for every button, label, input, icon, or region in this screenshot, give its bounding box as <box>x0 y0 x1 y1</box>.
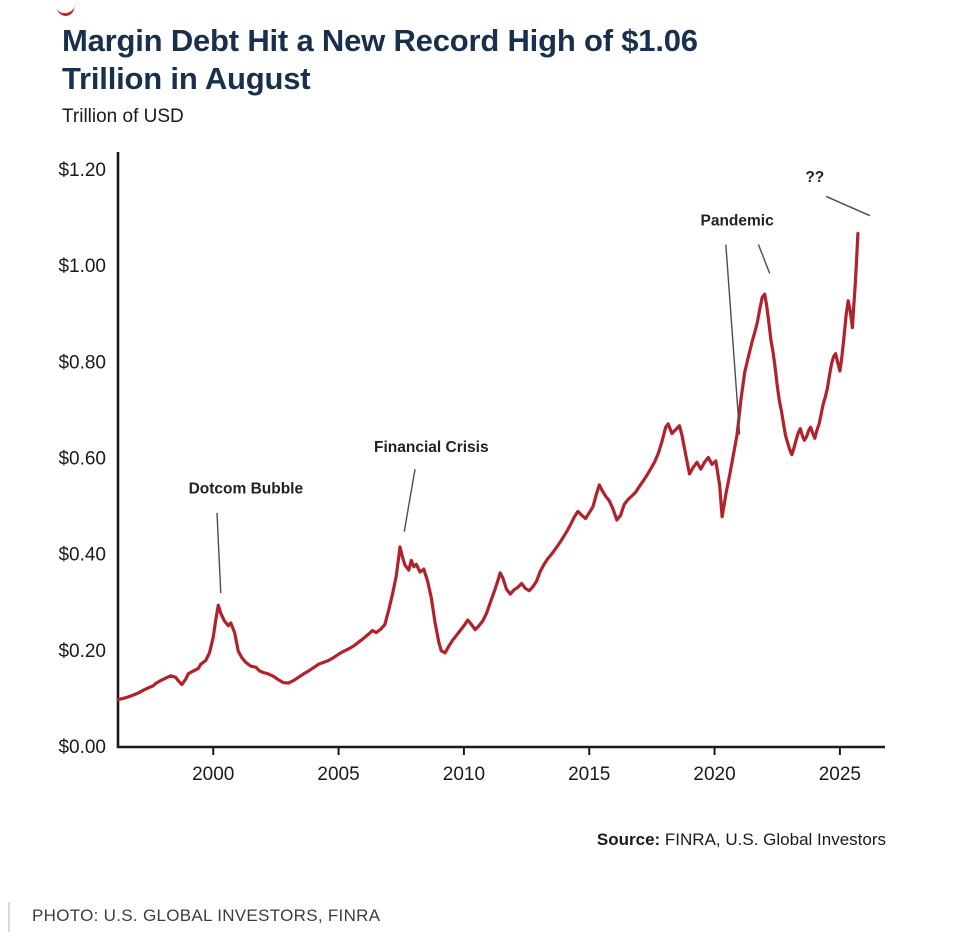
annotation-label: Financial Crisis <box>374 439 489 456</box>
axis-lines <box>116 152 885 749</box>
y-tick-label: $0.60 <box>58 449 106 470</box>
annotation-pointer-line <box>825 195 871 217</box>
margin-debt-line <box>116 231 860 702</box>
x-tick-label: 2005 <box>317 764 359 785</box>
y-axis-unit-label: Trillion of USD <box>62 106 184 127</box>
page-title-line1: Margin Debt Hit a New Record High of $1.… <box>62 23 698 58</box>
y-tick-label: $0.00 <box>58 737 106 758</box>
x-tick-label: 2020 <box>693 764 735 785</box>
annotation-label: ?? <box>805 169 824 186</box>
y-tick-label: $1.20 <box>58 160 106 181</box>
margin-debt-chart: 2000 2005 2010 2015 2020 2025 $0.00 $0.20 $0.40 $… <box>58 152 885 785</box>
photo-credit: PHOTO: U.S. GLOBAL INVESTORS, FINRA <box>8 902 380 932</box>
x-tick-label: 2025 <box>819 764 861 785</box>
x-tick-label: 2010 <box>443 764 485 785</box>
source-attribution: Source: FINRA, U.S. Global Investors <box>597 830 886 850</box>
y-tick-label: $1.00 <box>58 256 106 277</box>
annotation-pointer-line <box>403 468 416 532</box>
page-title-line2: Trillion in August <box>62 61 311 96</box>
x-tick-label: 2015 <box>568 764 610 785</box>
y-tick-label: $0.20 <box>58 641 106 662</box>
y-tick-label: $0.40 <box>58 545 106 566</box>
annotation-pointer-line <box>216 512 222 594</box>
annotation-pointer-line <box>725 244 741 435</box>
annotation-label: Pandemic <box>700 212 774 229</box>
source-label: Source: <box>596 830 661 849</box>
annotation-label: Dotcom Bubble <box>189 481 304 498</box>
decorative-red-mark <box>56 2 76 18</box>
page-title: Margin Debt Hit a New Record High of $1.… <box>62 22 862 98</box>
x-tick-label: 2000 <box>192 764 234 785</box>
y-tick-label: $0.80 <box>58 352 106 373</box>
source-text: FINRA, U.S. Global Investors <box>660 830 886 849</box>
annotation-pointer-line <box>757 244 771 274</box>
